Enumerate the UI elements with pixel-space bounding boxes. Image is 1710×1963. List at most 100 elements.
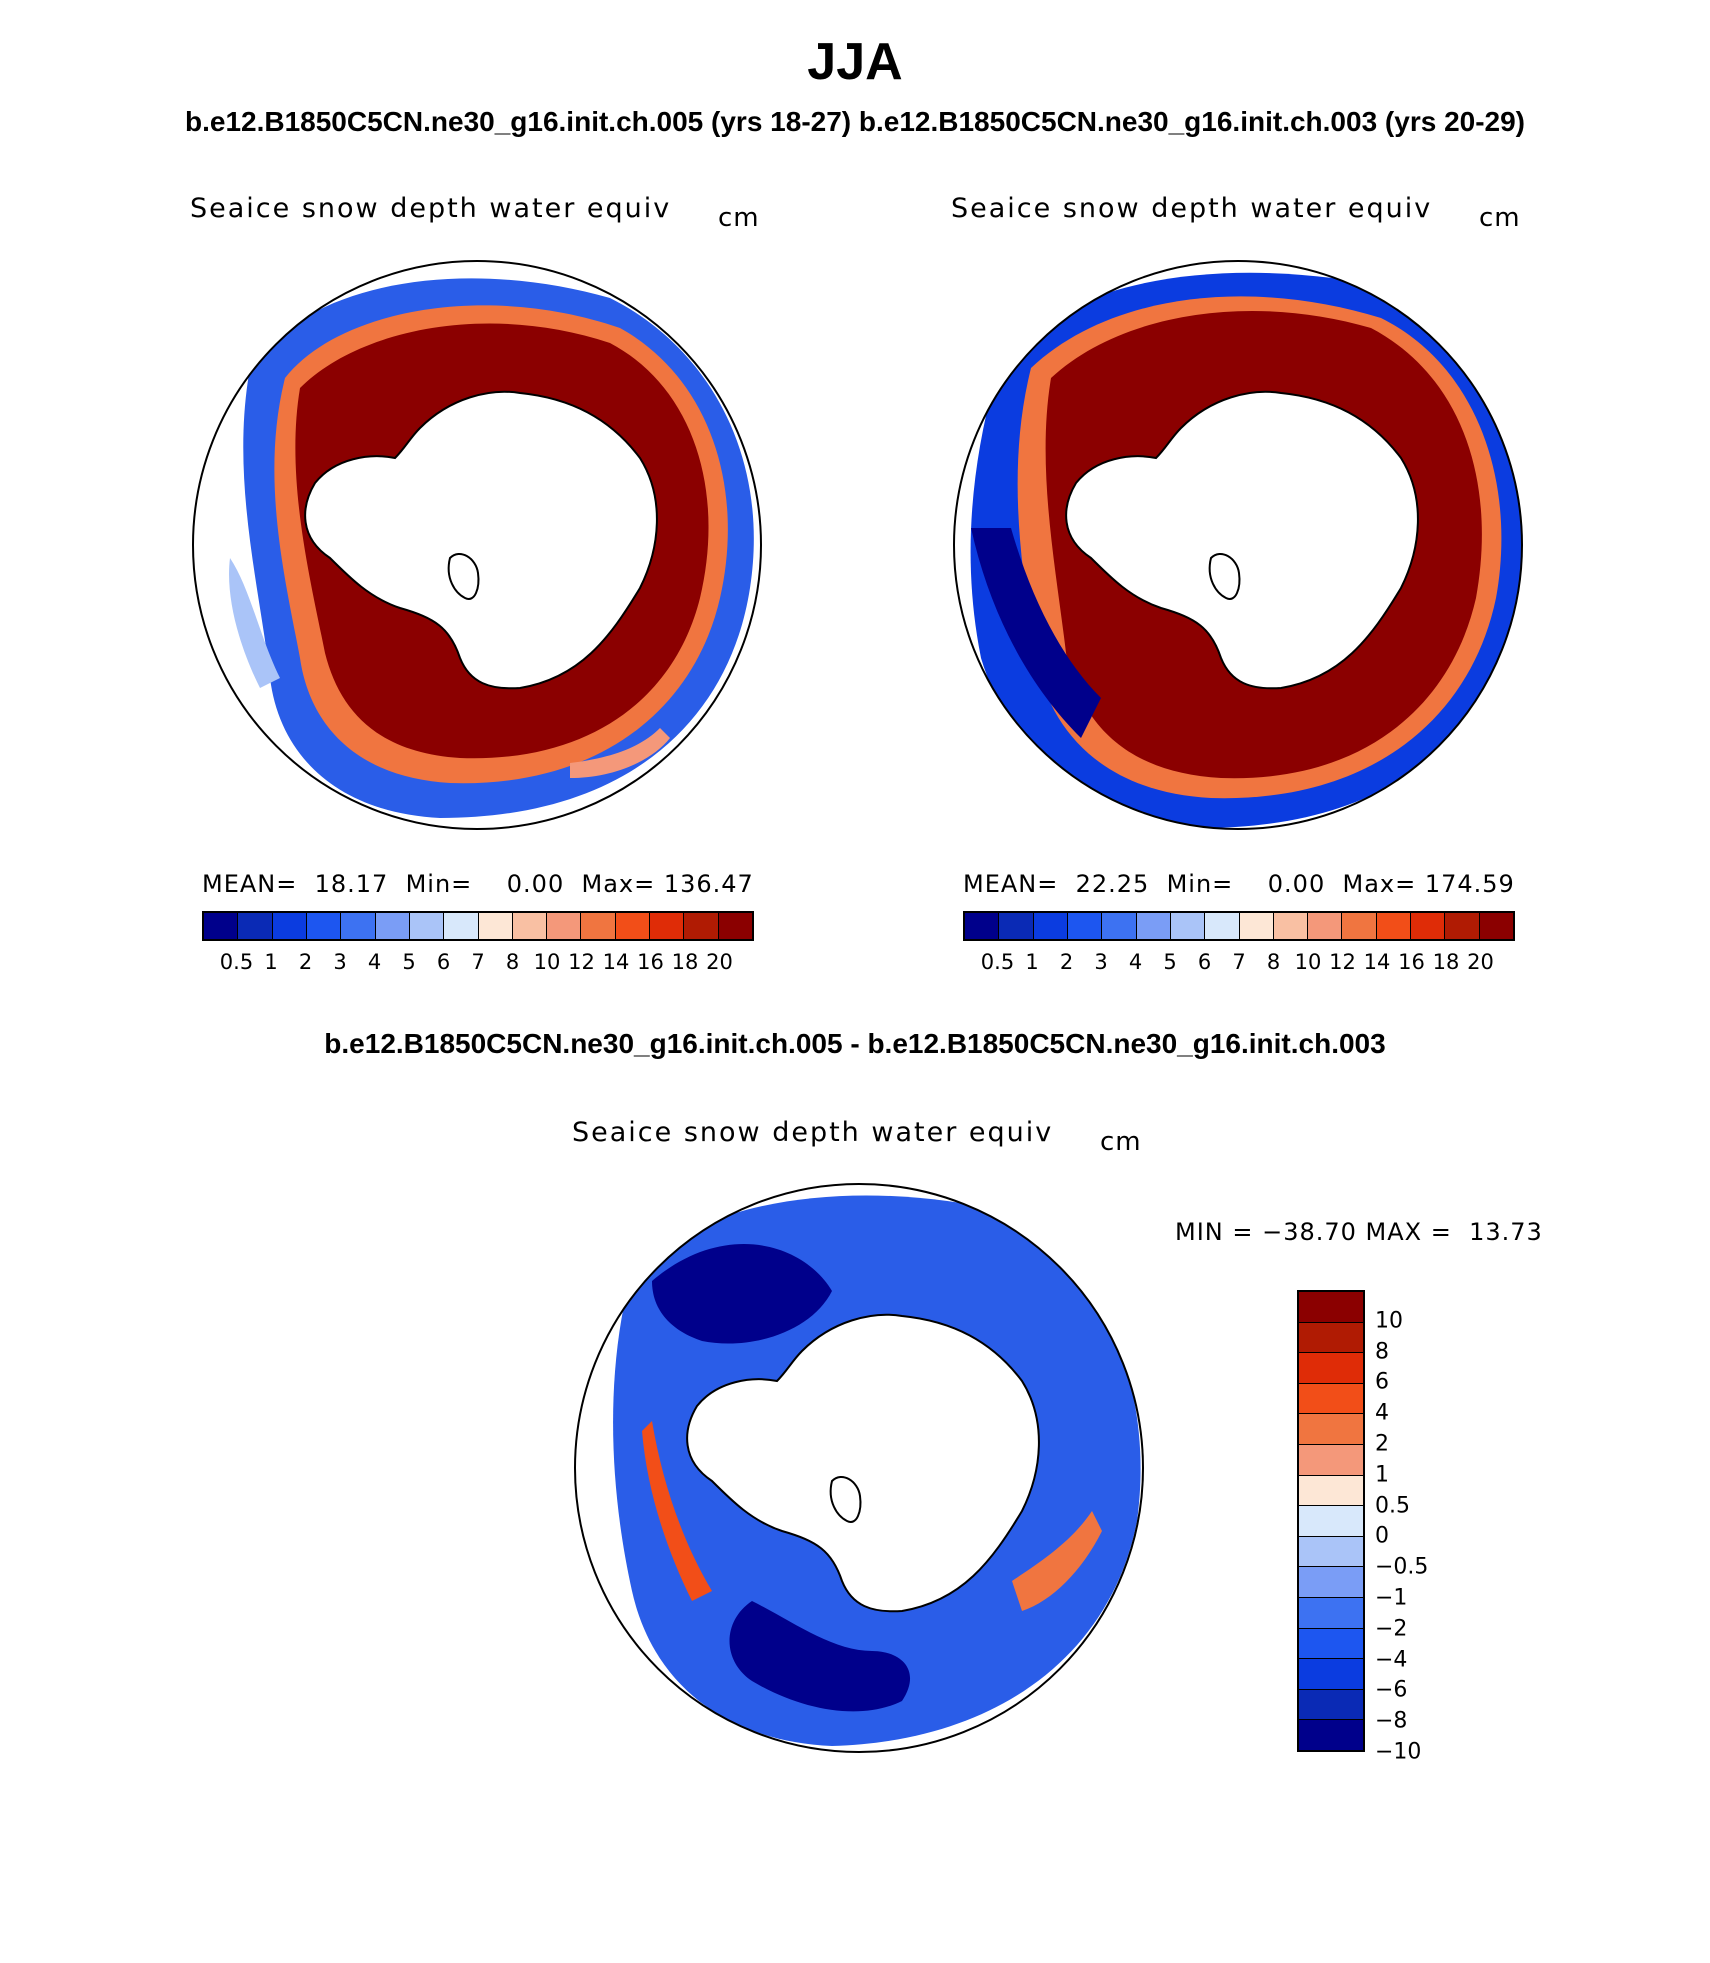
colorbar-tick-label: 1 [1375, 1462, 1389, 1488]
colorbar-tick-label: 14 [1363, 950, 1391, 974]
left-colorbar-ticks: 0.5 1 2 3 4 5 6 7 8 10 12 14 16 18 20 [202, 950, 754, 980]
colorbar-swatch [965, 913, 1000, 939]
colorbar-swatch [204, 913, 239, 939]
colorbar-swatch [1299, 1597, 1363, 1629]
colorbar-swatch [1299, 1383, 1363, 1415]
colorbar-tick-label: 4 [1128, 950, 1143, 974]
colorbar-tick-label: 4 [367, 950, 382, 974]
colorbar-swatch [409, 913, 445, 939]
colorbar-tick-label: −2 [1375, 1616, 1408, 1642]
colorbar-tick-label: 12 [568, 950, 595, 974]
colorbar-swatch [1299, 1628, 1363, 1660]
colorbar-tick-label: 3 [333, 950, 347, 974]
colorbar-swatch [547, 913, 582, 939]
colorbar-tick-label: 0.5 [219, 950, 254, 974]
colorbar-tick-label: 4 [1375, 1400, 1389, 1426]
colorbar-tick-label: −10 [1375, 1739, 1422, 1765]
colorbar-tick-label: 16 [637, 950, 664, 974]
colorbar-swatch [1299, 1414, 1363, 1445]
colorbar-tick-label: 12 [1329, 950, 1356, 974]
colorbar-swatch [1376, 913, 1412, 939]
diff-panel-units: cm [1100, 1127, 1142, 1157]
colorbar-tick-label: 1 [264, 950, 278, 974]
colorbar-tick-label: 10 [1375, 1308, 1403, 1334]
colorbar-tick-label: 3 [1094, 950, 1108, 974]
colorbar-tick-label: 2 [1375, 1431, 1389, 1457]
colorbar-swatch [615, 913, 651, 939]
left-panel-title: Seaice snow depth water equiv [190, 193, 672, 224]
colorbar-swatch [1299, 1444, 1363, 1476]
colorbar-swatch [1299, 1567, 1363, 1598]
right-panel-title: Seaice snow depth water equiv [951, 193, 1433, 224]
colorbar-swatch [238, 913, 273, 939]
colorbar-tick-label: −4 [1375, 1647, 1408, 1673]
colorbar-tick-label: 20 [706, 950, 733, 974]
colorbar-tick-label: 0.5 [1375, 1493, 1410, 1519]
colorbar-tick-label: 18 [671, 950, 699, 974]
right-polar-map [953, 260, 1523, 830]
colorbar-swatch [1136, 913, 1171, 939]
colorbar-tick-label: −6 [1375, 1677, 1408, 1703]
colorbar-swatch [1239, 913, 1274, 939]
diff-polar-map [574, 1183, 1144, 1753]
colorbar-tick-label: 14 [602, 950, 630, 974]
left-colorbar [202, 911, 754, 941]
colorbar-tick-label: 5 [402, 950, 416, 974]
colorbar-tick-label: 7 [1232, 950, 1246, 974]
right-panel-units: cm [1479, 203, 1521, 233]
left-panel-stats: MEAN= 18.17 Min= 0.00 Max= 136.47 [202, 870, 754, 898]
colorbar-swatch [1205, 913, 1240, 939]
colorbar-swatch [1308, 913, 1343, 939]
colorbar-tick-label: 0 [1375, 1523, 1389, 1549]
colorbar-swatch [1299, 1353, 1363, 1384]
colorbar-swatch [581, 913, 616, 939]
colorbar-swatch [272, 913, 307, 939]
right-colorbar [963, 911, 1515, 941]
colorbar-swatch [1102, 913, 1137, 939]
colorbar-swatch [375, 913, 410, 939]
diff-panel-stats: MIN = −38.70 MAX = 13.73 [1175, 1218, 1543, 1246]
colorbar-swatch [1299, 1322, 1363, 1354]
colorbar-swatch [1273, 913, 1309, 939]
colorbar-swatch [1299, 1689, 1363, 1721]
colorbar-swatch [1299, 1506, 1363, 1537]
colorbar-tick-label: 16 [1398, 950, 1425, 974]
colorbar-tick-label: 2 [298, 950, 313, 974]
left-panel-units: cm [718, 203, 760, 233]
difference-subtitle: b.e12.B1850C5CN.ne30_g16.init.ch.005 - b… [324, 1028, 1386, 1059]
colorbar-tick-label: −0.5 [1375, 1554, 1429, 1580]
colorbar-tick-label: 6 [1197, 950, 1212, 974]
diff-colorbar-ticks: 10 8 6 4 2 1 0.5 0 −0.5 −1 −2 −4 −6 −8 −10 [1375, 1290, 1495, 1764]
colorbar-tick-label: 18 [1432, 950, 1460, 974]
colorbar-tick-label: 6 [436, 950, 451, 974]
colorbar-tick-label: 2 [1059, 950, 1074, 974]
colorbar-swatch [478, 913, 513, 939]
colorbar-tick-label: 10 [533, 950, 561, 974]
figure-title: JJA [807, 33, 903, 91]
colorbar-swatch [650, 913, 685, 939]
colorbar-tick-label: −8 [1375, 1708, 1408, 1734]
colorbar-tick-label: 8 [1266, 950, 1281, 974]
colorbar-swatch [306, 913, 342, 939]
colorbar-tick-label: −1 [1375, 1585, 1408, 1611]
colorbar-swatch [999, 913, 1034, 939]
colorbar-swatch [1445, 913, 1480, 939]
colorbar-swatch [1170, 913, 1206, 939]
diff-panel-title: Seaice snow depth water equiv [572, 1117, 1054, 1148]
right-colorbar-ticks: 0.5 1 2 3 4 5 6 7 8 10 12 14 16 18 20 [963, 950, 1515, 980]
colorbar-swatch [1299, 1720, 1363, 1750]
colorbar-tick-label: 20 [1467, 950, 1494, 974]
colorbar-tick-label: 8 [505, 950, 520, 974]
colorbar-swatch [1479, 913, 1513, 939]
case-subtitle: b.e12.B1850C5CN.ne30_g16.init.ch.005 (yr… [184, 106, 1526, 137]
colorbar-swatch [1067, 913, 1103, 939]
colorbar-tick-label: 0.5 [980, 950, 1015, 974]
colorbar-swatch [1033, 913, 1068, 939]
colorbar-tick-label: 1 [1025, 950, 1039, 974]
colorbar-swatch [512, 913, 548, 939]
colorbar-tick-label: 6 [1375, 1369, 1389, 1395]
diff-colorbar [1297, 1290, 1365, 1752]
colorbar-swatch [444, 913, 479, 939]
colorbar-swatch [1299, 1536, 1363, 1568]
colorbar-tick-label: 7 [471, 950, 485, 974]
